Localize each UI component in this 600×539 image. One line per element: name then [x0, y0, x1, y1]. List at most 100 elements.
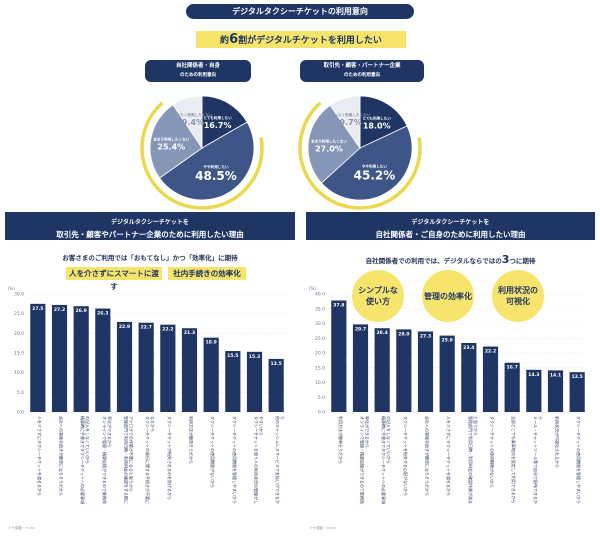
bubble-simple-line1: シンプルな: [358, 286, 398, 295]
bubble-management-line1: 管理の効率化: [424, 291, 472, 301]
self-bars-category-line-2-1: の記入をしなくていいから: [386, 416, 392, 464]
self-bars-category-label-2: 精算時に手書きでタクシーチケットへの必要事項の記入をしなくていいから: [381, 416, 392, 504]
partner-bars-category-label-4: 管理部門で利用日時・利用料金の確認をする際にアナログでの作業が不要になると思うか…: [124, 416, 135, 504]
pie-title-self-line2: のための利用意向: [180, 73, 216, 78]
right-section-title-line2: 自社関係者・ご自身のために利用したい理由: [375, 230, 526, 239]
self-bars-bar-2: [374, 328, 390, 412]
partner-bars-category-line-7-0: 利用方法が簡単そうだから: [189, 416, 195, 464]
pie-partner-slice-3: [329, 95, 361, 150]
bubble-management: 管理の効率化: [422, 270, 474, 322]
self-bars-value-label-4: 27.3: [420, 333, 431, 339]
self-bars-category-label-7: タクシーチケットの使用期限がないから: [490, 416, 496, 488]
self-bars-bar-9: [526, 369, 542, 412]
right-subtitle: 自社関係者での利用では、デジタルならではの3つに期待: [306, 253, 595, 266]
right-section-title-line1: デジタルタクシーチケットを: [411, 219, 490, 226]
left-section-title: デジタルタクシーチケットを 取引先・顧客やパートナー企業のために利用したい理由: [5, 212, 295, 240]
pie-self-slice-0: [201, 95, 248, 149]
self-bars-category-label-6: 管理部門で利用日時・利用料金の確認作業が減ると思うから: [468, 416, 479, 504]
self-bars-ytick-6: 30.0: [315, 321, 325, 327]
partner-bars-category-label-9: タクシーチケットの使用期限を管理しやすいから: [232, 416, 238, 504]
partner-bars-value-label-9: 15.5: [227, 353, 238, 359]
pie-title-self-line1: 自社関係者・自身: [175, 63, 220, 69]
self-bars-ytick-2: 10.0: [315, 380, 325, 386]
pie-partner-ring: [298, 86, 422, 210]
self-bars-category-label-4: 会社への事後手続きが簡単になりそうだから: [425, 416, 431, 496]
pie-self-slice-value-1: 48.5%: [195, 169, 237, 183]
self-bars-bar-4: [417, 331, 434, 412]
partner-bars-bar-9: [225, 351, 241, 412]
right-subtitle-number: 3: [501, 253, 510, 266]
partner-bars-category-label-5: タクシーチケットの発行に関する手続きが不要になるから: [145, 416, 156, 504]
partner-bars-value-label-5: 22.7: [140, 325, 151, 331]
partner-bars-value-label-7: 21.3: [184, 330, 195, 336]
partner-bars-category-label-2: 精算時に手書きでタクシーチケットへの必要事項の記入をしなくていいから: [80, 416, 91, 504]
self-bars-value-label-11: 13.5: [571, 374, 582, 380]
partner-bars-category-label-11: 他のキャッシュレスサービスで支払いができるから: [275, 416, 285, 504]
partner-bars-category-label-1: 会社への事後手続きが簡単になりそうだから: [59, 416, 65, 496]
pie-partner-slice-value-0: 18.0%: [363, 122, 391, 131]
partner-bars-ytick-3: 15.0: [14, 351, 24, 357]
self-bars-category-line-6-0: 管理部門で利用日時・利用料金の確認作業が減る: [468, 416, 474, 504]
partner-bars-category-line-6-0: タクシーチケットが紛失されるのを防げるから: [167, 416, 173, 500]
partner-bars-category-label-10: タクシーチケットを使う人の利用状況の管理がしやすいから: [254, 416, 265, 504]
pie-partner-slice-label-1: やや利用したい: [362, 164, 388, 169]
partner-bars-bar-8: [203, 337, 219, 412]
pie-self-slice-1: [158, 121, 255, 201]
self-bars-category-line-5-0: 人を介さずにタクシーチケットを渡せるから: [446, 416, 452, 496]
partner-bars-ytick-4: 20.0: [14, 331, 24, 337]
bar-chart-partner-reasons: 0.0 5.0 10.0 15.0 20.0 25.0 30.0 27.5 人を介さずにタクシー…: [14, 292, 287, 504]
partner-bars-ytick-5: 25.0: [14, 311, 24, 317]
self-bars-bar-5: [439, 335, 455, 412]
self-bars-value-label-3: 28.0: [398, 331, 409, 337]
partner-bars-value-label-2: 26.9: [75, 308, 86, 314]
partner-bars-value-label-0: 27.5: [32, 306, 43, 312]
partner-bars-category-line-1-0: 会社への事後手続きが簡単になりそうだから: [59, 416, 65, 496]
pie-partner-slice-label-0: とても利用したい: [362, 116, 391, 121]
partner-bars-value-label-6: 22.2: [162, 327, 173, 333]
self-bars-category-line-6-1: と思うから: [473, 416, 479, 436]
self-bars-bar-3: [396, 329, 412, 412]
self-bars-category-line-11-0: タクシーチケットの使用期限を管理しやすいから: [576, 416, 582, 504]
partner-bars-ytick-2: 10.0: [14, 370, 24, 376]
partner-bars-value-label-3: 26.3: [97, 311, 108, 317]
self-bars-category-label-9: メール・チャットツール等で自分で配布できるから: [533, 416, 543, 504]
self-bars-ytick-7: 35.0: [315, 306, 325, 312]
left-band-smart: 人を介さずにスマートに渡す: [66, 267, 162, 291]
self-bars-category-line-0-0: 利用方法が簡単そうだから: [338, 416, 344, 464]
pie-partner-slice-value-2: 27.0%: [315, 145, 343, 154]
pie-title-partner: 取引先・顧客・パートナー企業 のための利用意向: [300, 60, 424, 82]
bubble-visibility-line2: 可視化: [506, 297, 530, 306]
pie-self-slice-3: [172, 95, 203, 150]
self-bars-category-line-1-1: 率化ができるから: [365, 416, 371, 448]
bubble-visibility: 利用状況の 可視化: [492, 270, 544, 322]
self-bars-value-label-9: 14.3: [528, 372, 539, 378]
pie-self-slice-label-1: やや利用したい: [203, 164, 229, 169]
self-bars-bar-0: [331, 300, 347, 412]
pie-partner-slice-1: [320, 125, 413, 201]
partner-bars-category-line-0-0: 人を介さずにタクシーチケットを渡せるから: [37, 416, 43, 496]
pie-partner-slice-2: [307, 104, 361, 184]
pie-partner-slice-value-3: 9.7%: [340, 118, 362, 127]
headline-prefix: 約: [220, 36, 230, 46]
headline-number: 6: [229, 32, 239, 47]
partner-bars-category-label-3: オンラインで管理・精算処理ができるので業務効率化ができるから: [102, 416, 113, 504]
bubble-simple-line2: 使い方: [365, 297, 390, 306]
self-bars-category-line-7-0: タクシーチケットの使用期限がないから: [490, 416, 496, 488]
self-bars-value-label-5: 25.9: [441, 338, 452, 344]
pie-self-slice-value-2: 25.4%: [157, 142, 185, 151]
partner-bars-value-label-8: 18.9: [205, 340, 216, 346]
left-axis-unit: (%): [8, 286, 15, 291]
partner-bars-category-line-11-1: ら: [280, 416, 285, 420]
bubble-visibility-line1: 利用状況の: [498, 286, 538, 295]
self-bars-value-label-0: 37.8: [333, 302, 344, 308]
partner-bars-bar-0: [30, 303, 46, 412]
right-axis-unit: (%): [309, 286, 316, 291]
self-bars-ytick-0: 0.0: [318, 410, 325, 416]
self-bars-category-line-2-0: 精算時に手書きでタクシーチケットへの必要事項: [381, 416, 387, 504]
self-bars-category-line-10-0: 利用状況が可視化されるから: [555, 416, 561, 468]
partner-bars-category-label-0: 人を介さずにタクシーチケットを渡せるから: [37, 416, 43, 496]
self-bars-bar-6: [461, 342, 477, 412]
partner-bars-value-label-11: 13.5: [270, 361, 281, 367]
self-bars-category-label-0: 利用方法が簡単そうだから: [338, 416, 344, 464]
